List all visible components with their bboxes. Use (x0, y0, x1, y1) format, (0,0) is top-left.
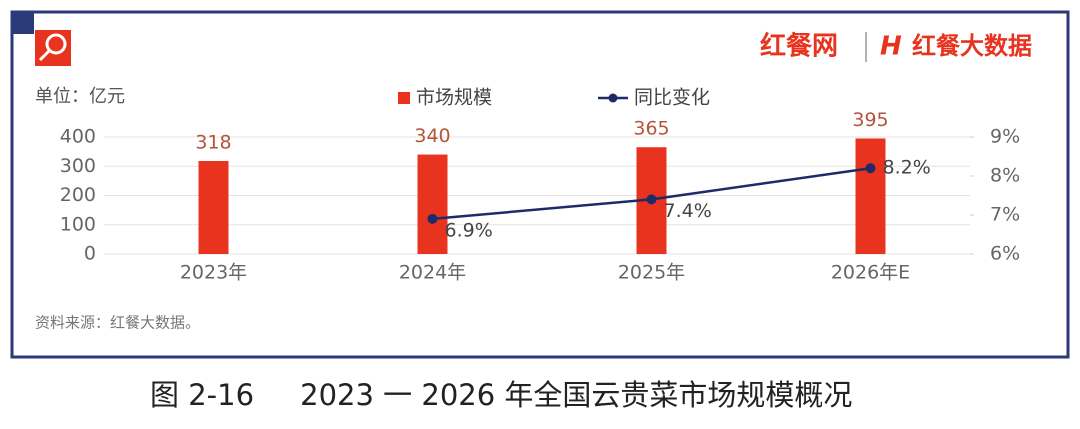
legend-swatch (398, 92, 410, 104)
y2-tick-label: 7% (990, 204, 1020, 226)
bar (198, 160, 229, 254)
x-tick-label: 2023年 (180, 262, 247, 284)
corner (12, 12, 34, 34)
logo-icon (38, 49, 51, 62)
brand: 红餐网 (760, 31, 838, 62)
point (646, 194, 657, 205)
legend-swatch (608, 93, 618, 103)
y-tick-label: 0 (84, 243, 96, 265)
legend-label: 市场规模 (416, 87, 492, 109)
note: 资料来源：红餐大数据。 (35, 314, 200, 332)
logo-icon (45, 33, 67, 55)
bar-label: 318 (195, 131, 231, 153)
y-label: 单位：亿元 (35, 86, 125, 107)
bar (855, 138, 886, 254)
x-tick-label: 2024年 (399, 262, 466, 284)
y2-tick-label: 8% (990, 165, 1020, 187)
point (427, 213, 438, 224)
brand-mark: H (880, 32, 902, 62)
point (865, 163, 876, 174)
point-label: 8.2% (883, 157, 931, 179)
legend-label: 同比变化 (634, 87, 710, 109)
caption: 图 2-16 2023 一 2026 年全国云贵菜市场规模概况 (150, 378, 852, 412)
brand2: 红餐大数据 (912, 32, 1032, 60)
y-tick-label: 100 (60, 213, 96, 235)
point-label: 7.4% (664, 200, 712, 222)
y-tick-label: 400 (60, 126, 96, 148)
y-tick-label: 200 (60, 184, 96, 206)
x-tick-label: 2026年E (831, 262, 910, 284)
frame (10, 10, 1070, 359)
x-tick-label: 2025年 (618, 262, 685, 284)
bar (417, 154, 448, 254)
point-label: 6.9% (445, 219, 493, 241)
y2-tick-label: 9% (990, 126, 1020, 148)
bar-label: 365 (633, 118, 669, 140)
y2-tick-label: 6% (990, 243, 1020, 265)
y-tick-label: 300 (60, 155, 96, 177)
bar-label: 340 (414, 125, 450, 147)
bar-label: 395 (852, 109, 888, 131)
